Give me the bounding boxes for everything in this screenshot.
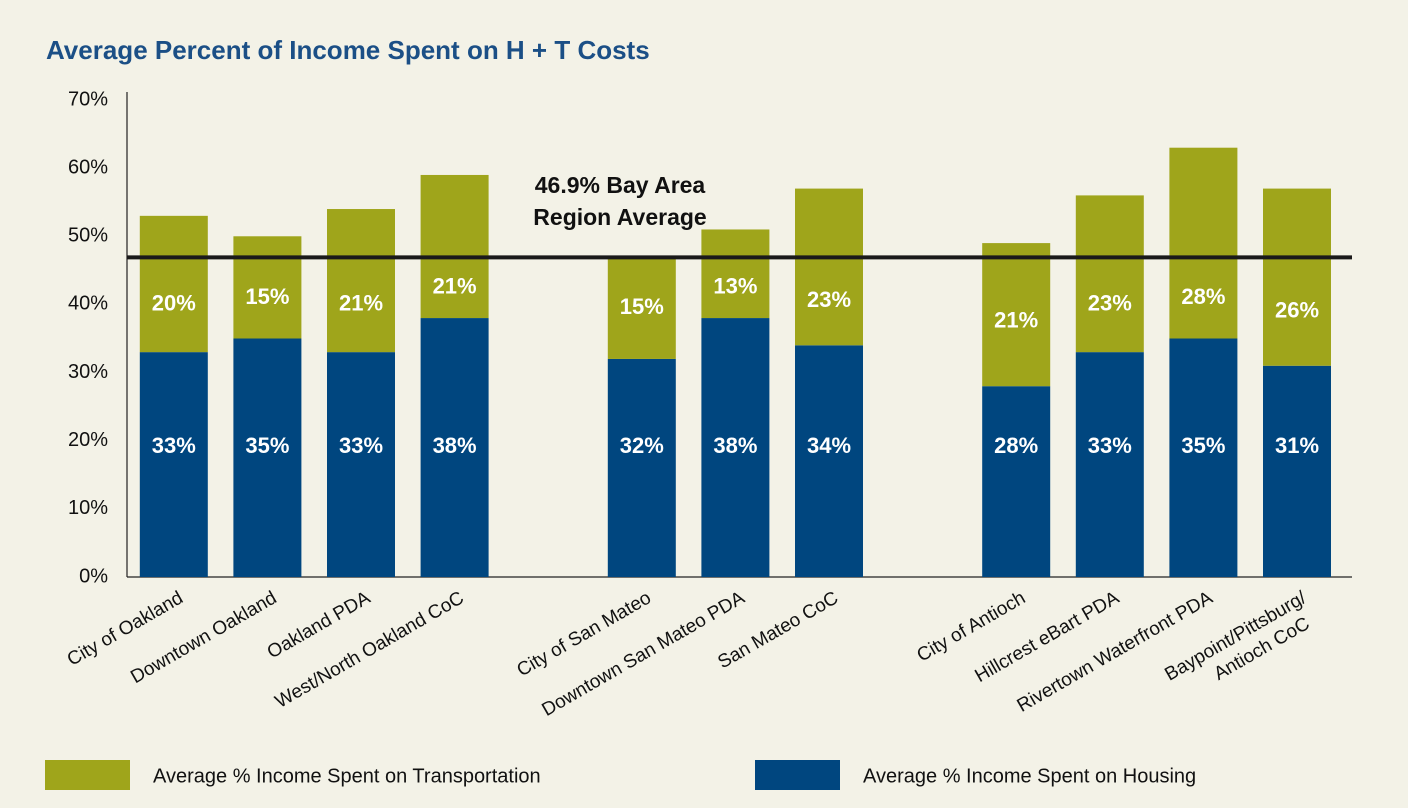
data-label: 21% [339,291,383,316]
annotation: 46.9% Bay Area [535,172,706,198]
bar-segment [1263,365,1331,577]
bar-segment [327,352,395,577]
bar-segment [795,345,863,577]
data-label: 26% [1275,297,1319,322]
legend-label: Average % Income Spent on Housing [863,765,1196,787]
legend-swatch [45,760,130,790]
bar-segment [795,188,863,346]
bar-segment [139,352,208,577]
data-label: 33% [152,433,196,458]
data-label: 35% [1181,433,1225,458]
bar-segment [1075,352,1144,577]
y-tick-label: 30% [68,361,108,383]
bar-segment [139,215,208,353]
data-label: 15% [620,294,664,319]
bar-segment [420,318,489,577]
bar-segment [1169,338,1238,577]
annotation: Region Average [533,204,706,230]
bar-segment [701,229,770,319]
data-label: 35% [245,433,289,458]
data-label: 31% [1275,433,1319,458]
bar-segment [233,338,302,577]
data-label: 28% [994,433,1038,458]
data-label: 34% [807,433,851,458]
bar-segment [1263,188,1331,366]
bar-segment [607,358,676,577]
data-label: 32% [620,433,664,458]
y-tick-label: 10% [68,497,108,519]
y-tick-label: 0% [79,565,108,587]
data-label: 38% [713,433,757,458]
y-tick-label: 60% [68,156,108,178]
data-label: 20% [152,291,196,316]
data-label: 13% [713,274,757,299]
data-label: 21% [433,274,477,299]
data-label: 38% [433,433,477,458]
y-tick-label: 40% [68,293,108,315]
data-label: 23% [807,287,851,312]
legend-label: Average % Income Spent on Transportation [153,765,541,787]
bar-segment [607,256,676,359]
legend-swatch [755,760,840,790]
bar-segment [233,236,302,339]
bar-segment [1075,195,1144,353]
bar-segment [327,209,395,353]
data-label: 23% [1088,291,1132,316]
bar-segment [982,243,1051,387]
data-label: 28% [1181,284,1225,309]
data-label: 21% [994,308,1038,333]
bar-segment [420,174,489,319]
data-label: 15% [245,284,289,309]
bar-segment [1169,147,1238,339]
data-label: 33% [1088,433,1132,458]
bar-segment [701,318,770,577]
y-tick-label: 70% [68,88,108,110]
chart-title: Average Percent of Income Spent on H + T… [46,35,650,65]
y-tick-label: 20% [68,429,108,451]
bar-segment [982,386,1051,577]
data-label: 33% [339,433,383,458]
y-tick-label: 50% [68,225,108,247]
